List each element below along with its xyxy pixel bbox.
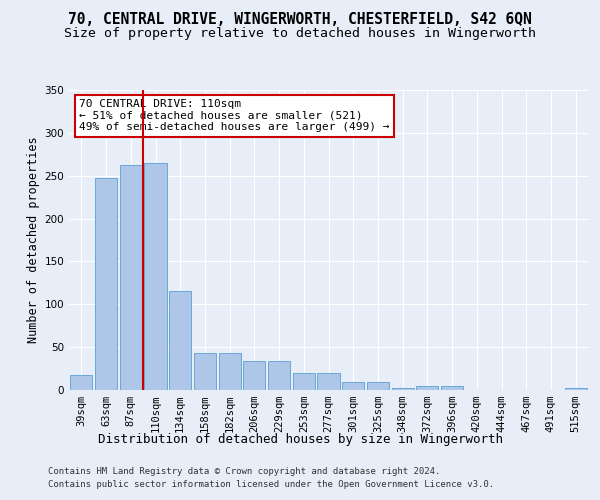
Bar: [416, 386, 439, 390]
Bar: [70, 374, 92, 390]
Text: Size of property relative to detached houses in Wingerworth: Size of property relative to detached ho…: [64, 28, 536, 40]
Bar: [268, 361, 290, 390]
Text: Distribution of detached houses by size in Wingerworth: Distribution of detached houses by size …: [97, 432, 503, 446]
Text: 70 CENTRAL DRIVE: 110sqm
← 51% of detached houses are smaller (521)
49% of semi-: 70 CENTRAL DRIVE: 110sqm ← 51% of detach…: [79, 99, 390, 132]
Bar: [119, 166, 142, 390]
Bar: [342, 382, 364, 390]
Bar: [317, 373, 340, 390]
Text: 70, CENTRAL DRIVE, WINGERWORTH, CHESTERFIELD, S42 6QN: 70, CENTRAL DRIVE, WINGERWORTH, CHESTERF…: [68, 12, 532, 28]
Bar: [293, 373, 315, 390]
Bar: [194, 353, 216, 390]
Bar: [243, 361, 265, 390]
Bar: [392, 388, 414, 390]
Bar: [565, 388, 587, 390]
Text: Contains public sector information licensed under the Open Government Licence v3: Contains public sector information licen…: [48, 480, 494, 489]
Bar: [145, 163, 167, 390]
Bar: [169, 292, 191, 390]
Text: Contains HM Land Registry data © Crown copyright and database right 2024.: Contains HM Land Registry data © Crown c…: [48, 468, 440, 476]
Bar: [95, 178, 117, 390]
Bar: [218, 353, 241, 390]
Y-axis label: Number of detached properties: Number of detached properties: [27, 136, 40, 344]
Bar: [367, 382, 389, 390]
Bar: [441, 386, 463, 390]
